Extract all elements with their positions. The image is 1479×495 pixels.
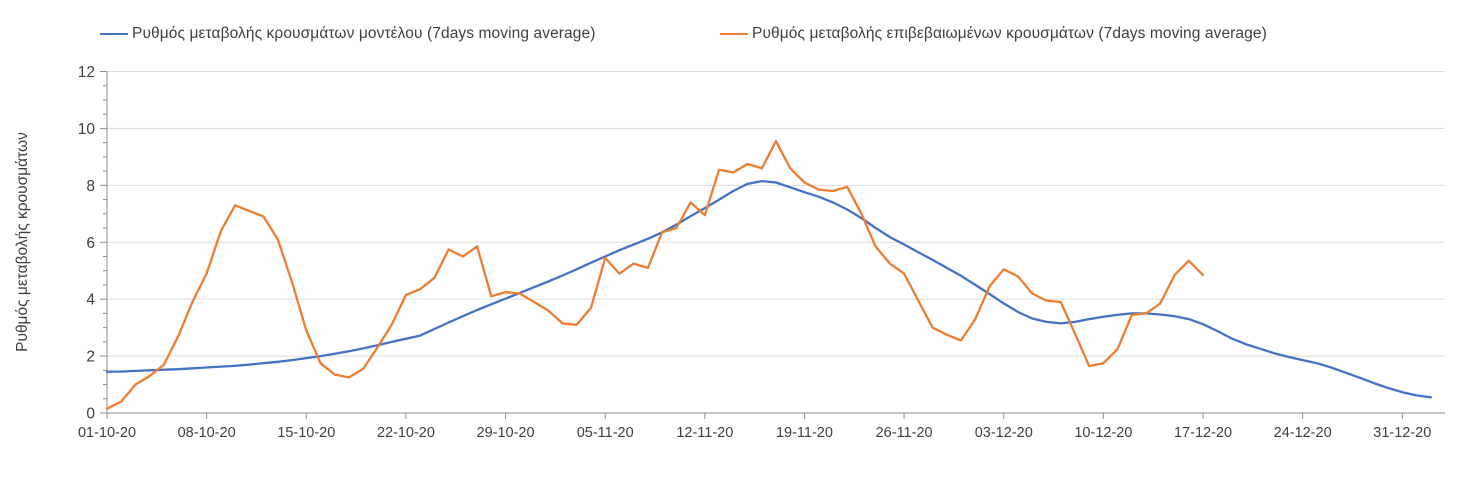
y-tick-label-8: 8 <box>86 178 95 195</box>
x-tick-label-26-11-20: 26-11-20 <box>876 425 933 441</box>
legend-line-swatch-confirmed <box>720 33 748 35</box>
series-line-confirmed <box>105 140 1205 410</box>
x-tick-label-08-10-20: 08-10-20 <box>178 425 236 441</box>
x-tick-label-12-11-20: 12-11-20 <box>676 425 733 441</box>
x-tick-label-17-12-20: 17-12-20 <box>1174 425 1232 441</box>
legend-label-model: Ρυθμός μεταβολής κρουσμάτων μοντέλου (7d… <box>132 25 596 42</box>
x-tick-label-22-10-20: 22-10-20 <box>377 425 435 441</box>
x-tick-label-31-12-20: 31-12-20 <box>1373 425 1431 441</box>
y-tick-label-2: 2 <box>86 349 95 366</box>
x-tick-label-29-10-20: 29-10-20 <box>477 425 535 441</box>
legend-item-model: Ρυθμός μεταβολής κρουσμάτων μοντέλου (7d… <box>100 24 595 44</box>
y-tick-label-12: 12 <box>78 64 95 81</box>
y-tick-label-6: 6 <box>86 235 95 252</box>
x-tick-label-01-10-20: 01-10-20 <box>78 425 136 441</box>
x-tick-label-05-11-20: 05-11-20 <box>577 425 634 441</box>
legend-label-confirmed: Ρυθμός μεταβολής επιβεβαιωμένων κρουσμάτ… <box>752 25 1267 42</box>
y-tick-label-0: 0 <box>86 406 95 423</box>
x-tick-label-15-10-20: 15-10-20 <box>277 425 335 441</box>
legend-item-confirmed: Ρυθμός μεταβολής επιβεβαιωμένων κρουσμάτ… <box>720 24 1267 44</box>
series-line-model <box>105 179 1432 399</box>
legend: Ρυθμός μεταβολής κρουσμάτων μοντέλου (7d… <box>0 24 1479 44</box>
y-tick-label-4: 4 <box>86 292 95 309</box>
x-tick-label-19-11-20: 19-11-20 <box>776 425 833 441</box>
legend-line-swatch-model <box>100 33 128 35</box>
x-tick-label-24-12-20: 24-12-20 <box>1274 425 1332 441</box>
y-tick-label-10: 10 <box>78 121 96 138</box>
x-tick-label-10-12-20: 10-12-20 <box>1074 425 1132 441</box>
x-tick-label-03-12-20: 03-12-20 <box>975 425 1033 441</box>
